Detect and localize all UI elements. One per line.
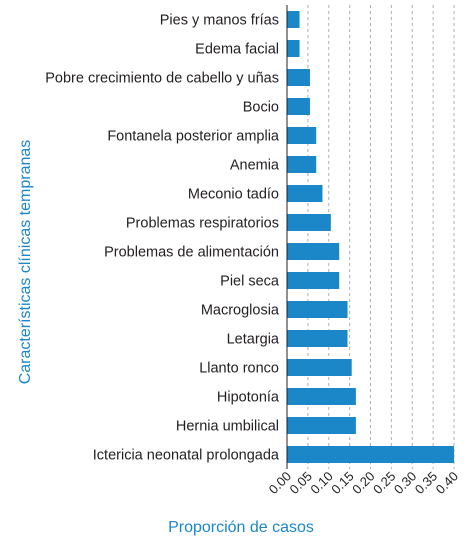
bar [287,446,454,463]
x-ticks: 0.000.050.100.150.200.250.300.350.40 [266,469,462,498]
bar [287,40,300,57]
category-label: Hipotonía [217,390,280,406]
y-axis-title: Características clínicas tempranas [17,140,34,385]
category-label: Bocio [243,100,279,116]
bar [287,417,356,434]
bar [287,388,356,405]
bar [287,185,323,202]
category-label: Pobre crecimiento de cabello y uñas [45,71,279,87]
bar [287,243,340,260]
bar [287,98,310,115]
category-labels: Pies y manos frías Edema facial Pobre crec… [45,13,280,464]
bar [287,11,300,28]
bar [287,301,348,318]
bar [287,156,317,173]
category-label: Letargia [227,332,280,348]
bar [287,272,340,289]
category-label: Problemas respiratorios [126,216,279,232]
category-label: Fontanela posterior amplia [107,129,280,145]
bar [287,214,331,231]
category-label: Llanto ronco [199,361,279,377]
bar [287,359,352,376]
category-label: Piel seca [220,274,280,290]
category-label: Pies y manos frías [160,13,279,29]
bars [287,11,454,463]
category-label: Edema facial [195,42,279,58]
bar [287,330,348,347]
category-label: Problemas de alimentación [104,245,279,261]
category-label: Ictericia neonatal prolongada [93,448,280,464]
category-label: Hernia umbilical [176,419,279,435]
category-label: Macroglosia [201,303,280,319]
x-tick-label: 0.40 [433,469,462,498]
x-axis-title: Proporción de casos [168,519,314,536]
category-label: Meconio tadío [188,187,279,203]
category-label: Anemia [230,158,280,174]
bar [287,69,310,86]
bar [287,127,317,144]
